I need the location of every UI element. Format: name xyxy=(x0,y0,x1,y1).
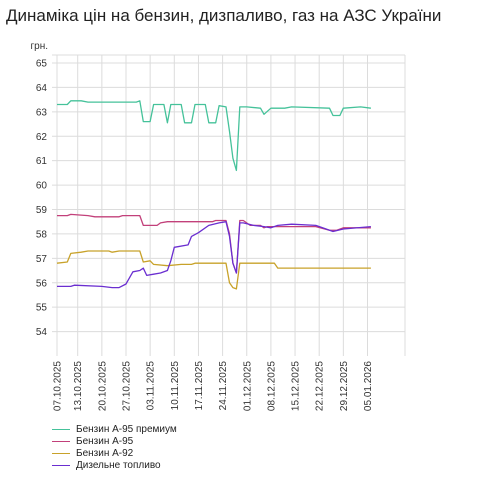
legend-label: Дизельне топливо xyxy=(76,459,161,471)
x-tick-label: 15.12.2025 xyxy=(291,361,302,411)
legend-label: Бензин А-92 xyxy=(76,447,134,459)
y-tick-label: 55 xyxy=(36,303,48,314)
y-tick-label: 64 xyxy=(36,83,48,94)
legend-item: Бензин А-95 премиум xyxy=(52,423,177,435)
legend-item: Бензин А-95 xyxy=(52,435,177,447)
x-tick-label: 10.11.2025 xyxy=(170,361,181,411)
y-tick-label: 63 xyxy=(36,107,48,118)
x-tick-label: 17.11.2025 xyxy=(194,361,205,411)
legend-item: Бензин А-92 xyxy=(52,447,177,459)
y-tick-label: 62 xyxy=(36,132,48,143)
legend-label: Бензин А-95 xyxy=(76,435,134,447)
legend-swatch xyxy=(52,440,70,442)
y-tick-label: 54 xyxy=(36,327,48,338)
y-tick-label: 57 xyxy=(36,254,48,265)
x-tick-label: 08.12.2025 xyxy=(266,361,277,411)
chart-title: Динаміка цін на бензин, дизпаливо, газ н… xyxy=(6,6,442,25)
legend-swatch xyxy=(52,452,70,454)
x-tick-label: 01.12.2025 xyxy=(242,361,253,411)
series-line-дизельне-топливо xyxy=(57,221,371,289)
x-tick-label: 07.10.2025 xyxy=(53,361,64,411)
y-tick-label: 58 xyxy=(36,229,48,240)
x-tick-label: 05.01.2026 xyxy=(363,361,374,411)
x-tick-label: 13.10.2025 xyxy=(73,361,84,411)
series-line-бензин-а-95 xyxy=(57,213,371,274)
y-tick-label: 59 xyxy=(36,205,48,216)
legend-item: Дизельне топливо xyxy=(52,459,177,471)
x-tick-label: 24.11.2025 xyxy=(218,361,229,411)
y-tick-label: 61 xyxy=(36,156,48,167)
legend-label: Бензин А-95 премиум xyxy=(76,423,177,435)
x-tick-label: 22.12.2025 xyxy=(315,361,326,411)
chart-legend: Бензин А-95 премиум Бензин А-95 Бензин А-9… xyxy=(52,423,177,471)
legend-swatch xyxy=(52,464,70,466)
y-tick-label: 56 xyxy=(36,278,48,289)
x-tick-label: 29.12.2025 xyxy=(339,361,350,411)
series-line-бензин-а-95-премиум xyxy=(57,100,371,172)
series-line-бензин-а-92 xyxy=(56,250,371,290)
legend-swatch xyxy=(52,428,70,430)
y-axis-unit: грн. xyxy=(30,41,48,52)
x-tick-label: 03.11.2025 xyxy=(146,361,157,411)
y-tick-label: 65 xyxy=(36,59,48,70)
x-tick-label: 27.10.2025 xyxy=(122,361,133,411)
y-tick-label: 60 xyxy=(36,181,48,192)
x-tick-label: 20.10.2025 xyxy=(97,361,108,411)
